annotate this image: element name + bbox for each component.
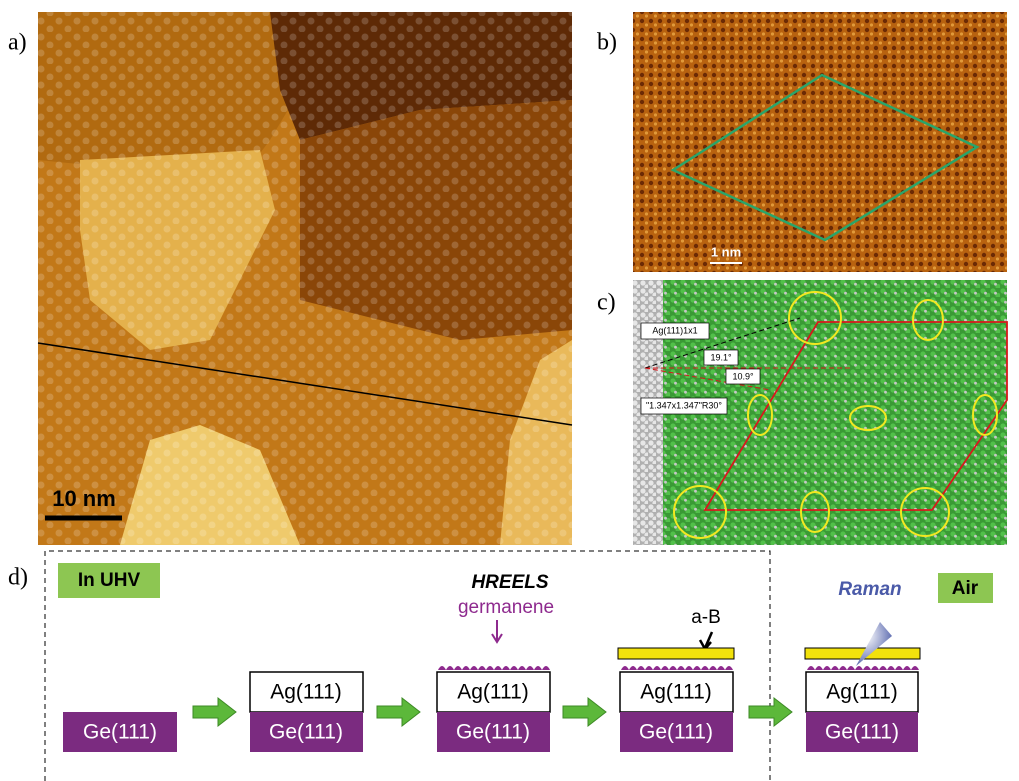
germanene-label: germanene [458,597,554,618]
arrow [700,632,712,649]
a-b-label: a-B [691,607,721,628]
annotation: "1.347x1.347"R30° [646,400,722,410]
figure: 10 nm a) 1 nm b) Ag(111)1x1 19.1° 1 [0,0,1019,781]
stack: Ag(111) Ge(111) [618,648,734,752]
scale-bar-label: 10 nm [52,486,116,511]
panel-label: c) [597,290,616,316]
air-label: Air [952,578,979,599]
arrow [492,620,502,642]
layer-label: Ge(111) [639,721,713,744]
stack: Ag(111) Ge(111) [250,672,363,752]
annotation: Ag(111)1x1 [652,325,697,335]
layer-label: Ge(111) [456,721,530,744]
layer-label: Ag(111) [457,681,529,704]
scale-bar-label: 1 nm [711,244,741,259]
annotation: 19.1° [710,352,732,362]
panel-a: 10 nm a) [8,12,572,545]
panel-d: d) In UHV HREELS germanene a-B Raman Air… [8,551,993,781]
panel-label: a) [8,30,27,56]
raman-label: Raman [838,579,901,600]
hreels-label: HREELS [471,572,548,593]
in-uhv-label: In UHV [78,570,141,591]
layer-label: Ge(111) [269,721,343,744]
annotation: 10.9° [732,371,754,381]
layer-label: Ag(111) [640,681,712,704]
stack: Ag(111) Ge(111) [437,666,550,752]
layer-label: Ge(111) [825,721,899,744]
stack: Ag(111) Ge(111) [805,622,920,752]
layer-label: Ag(111) [826,681,898,704]
panel-label: b) [597,30,617,56]
stm-image [633,12,1007,272]
layer-label: Ag(111) [270,681,342,704]
layer-label: Ge(111) [83,721,157,744]
panel-c: Ag(111)1x1 19.1° 10.9° "1.347x1.347"R30°… [597,280,1007,545]
texture [38,12,572,545]
panel-b: 1 nm b) [597,12,1007,272]
panel-label: d) [8,565,28,591]
